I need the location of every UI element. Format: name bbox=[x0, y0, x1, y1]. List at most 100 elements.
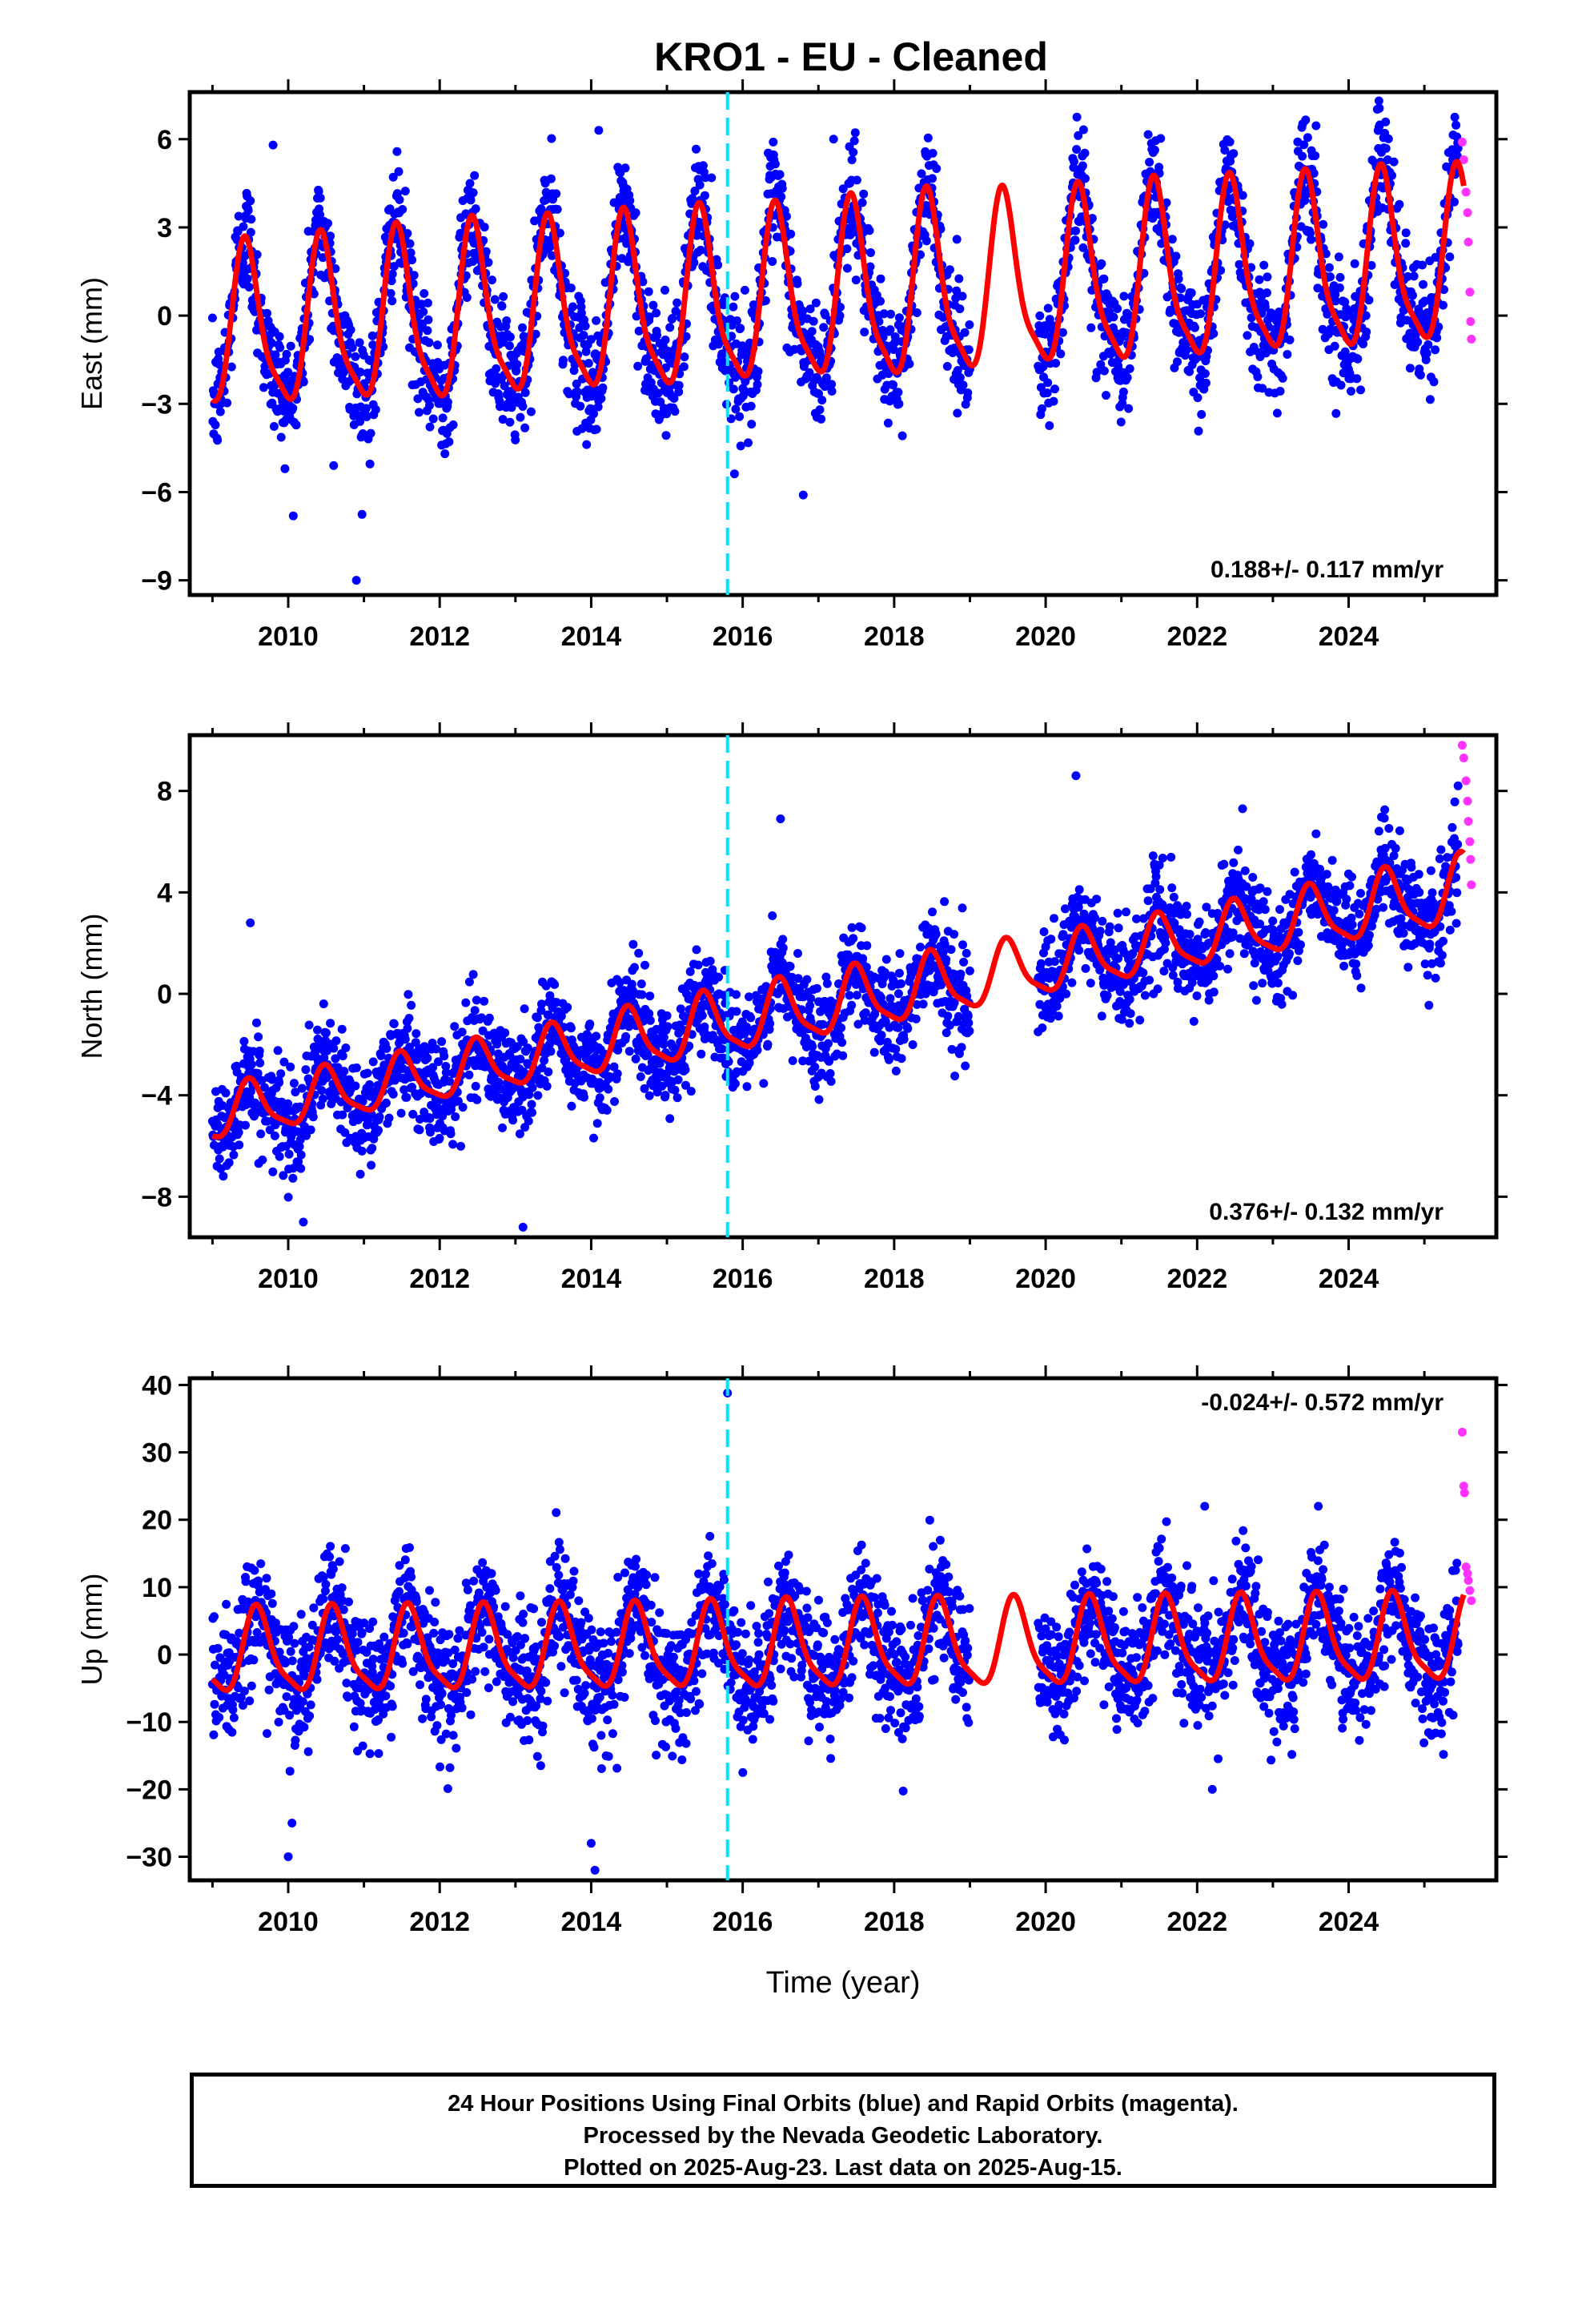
final-point bbox=[435, 1133, 444, 1143]
final-point bbox=[415, 408, 424, 417]
final-point bbox=[376, 1051, 386, 1060]
final-point bbox=[1359, 340, 1368, 348]
final-point bbox=[457, 1027, 467, 1037]
final-point bbox=[736, 441, 745, 451]
final-point bbox=[865, 262, 875, 271]
final-point bbox=[857, 198, 867, 207]
final-point bbox=[1078, 125, 1088, 135]
final-point bbox=[673, 1075, 683, 1084]
final-point bbox=[719, 300, 729, 310]
final-point bbox=[917, 169, 926, 179]
final-point bbox=[315, 210, 325, 219]
final-point bbox=[1381, 117, 1391, 127]
final-point bbox=[1150, 145, 1159, 155]
final-point bbox=[889, 380, 898, 390]
final-point bbox=[638, 277, 648, 287]
final-point bbox=[798, 306, 808, 316]
final-point bbox=[329, 460, 339, 470]
final-point bbox=[633, 361, 643, 371]
final-point bbox=[950, 1072, 960, 1081]
final-point bbox=[874, 317, 884, 326]
final-point bbox=[620, 163, 630, 173]
final-point bbox=[1367, 260, 1376, 270]
y-tick-label: −3 bbox=[141, 389, 172, 420]
final-point bbox=[241, 1120, 250, 1130]
final-point bbox=[963, 388, 973, 397]
final-point bbox=[894, 399, 904, 408]
final-point bbox=[894, 968, 904, 978]
final-point bbox=[1353, 354, 1363, 364]
final-point bbox=[768, 911, 777, 920]
final-point bbox=[394, 167, 404, 176]
final-point bbox=[1113, 908, 1122, 918]
final-point bbox=[339, 1067, 349, 1076]
final-point bbox=[1067, 978, 1077, 987]
final-point bbox=[1124, 404, 1134, 413]
final-point bbox=[965, 1026, 974, 1035]
final-point bbox=[950, 344, 959, 352]
final-point bbox=[746, 1013, 756, 1023]
final-point bbox=[239, 222, 248, 231]
y-tick-label: 6 bbox=[157, 125, 172, 155]
final-point bbox=[283, 1192, 293, 1202]
final-point bbox=[730, 292, 740, 301]
final-point bbox=[822, 979, 832, 988]
final-point bbox=[490, 295, 500, 304]
final-point bbox=[685, 967, 695, 976]
final-point bbox=[1177, 284, 1186, 293]
final-point bbox=[215, 1154, 224, 1164]
final-point bbox=[512, 366, 521, 376]
final-point bbox=[631, 1054, 640, 1063]
final-point bbox=[1408, 291, 1417, 300]
final-point bbox=[580, 321, 590, 331]
final-point bbox=[714, 972, 724, 982]
final-point bbox=[566, 1023, 576, 1033]
final-point bbox=[1321, 249, 1331, 259]
final-point bbox=[640, 960, 649, 970]
final-point bbox=[555, 228, 564, 238]
final-point bbox=[471, 204, 480, 214]
final-point bbox=[1125, 364, 1134, 373]
final-point bbox=[533, 1091, 543, 1100]
final-point bbox=[707, 173, 717, 183]
north-axis-label: North (mm) bbox=[75, 914, 108, 1059]
final-point bbox=[958, 940, 967, 950]
final-point bbox=[1118, 387, 1128, 396]
final-point bbox=[304, 1020, 314, 1030]
final-point bbox=[962, 948, 971, 958]
final-point bbox=[1156, 134, 1166, 143]
final-point bbox=[1331, 408, 1341, 418]
final-point bbox=[546, 1047, 556, 1056]
final-point bbox=[546, 174, 556, 183]
final-point bbox=[1389, 157, 1399, 167]
final-point bbox=[425, 422, 435, 432]
final-point bbox=[644, 1091, 654, 1100]
rapid-point bbox=[1467, 334, 1476, 344]
final-point bbox=[837, 1023, 846, 1032]
y-tick-label: 0 bbox=[157, 979, 172, 1010]
final-point bbox=[213, 436, 223, 445]
final-point bbox=[1340, 347, 1350, 356]
final-point bbox=[860, 328, 869, 337]
final-point bbox=[526, 407, 536, 416]
final-point bbox=[865, 226, 874, 235]
final-point bbox=[610, 1097, 619, 1106]
final-point bbox=[470, 171, 480, 180]
final-point bbox=[644, 287, 653, 296]
final-point bbox=[609, 198, 619, 207]
final-point bbox=[1074, 946, 1084, 955]
final-point bbox=[259, 383, 268, 392]
x-tick-label: 2022 bbox=[1166, 621, 1227, 652]
final-point bbox=[207, 313, 217, 323]
final-point bbox=[507, 403, 516, 412]
x-tick-label: 2016 bbox=[713, 1264, 773, 1294]
final-point bbox=[1362, 328, 1371, 336]
final-point bbox=[951, 293, 961, 303]
final-point bbox=[498, 415, 508, 424]
final-point bbox=[243, 274, 252, 283]
final-point bbox=[499, 292, 508, 301]
final-point bbox=[1272, 408, 1282, 418]
final-point bbox=[255, 1046, 264, 1055]
final-point bbox=[326, 1019, 335, 1028]
final-point bbox=[1105, 922, 1114, 931]
